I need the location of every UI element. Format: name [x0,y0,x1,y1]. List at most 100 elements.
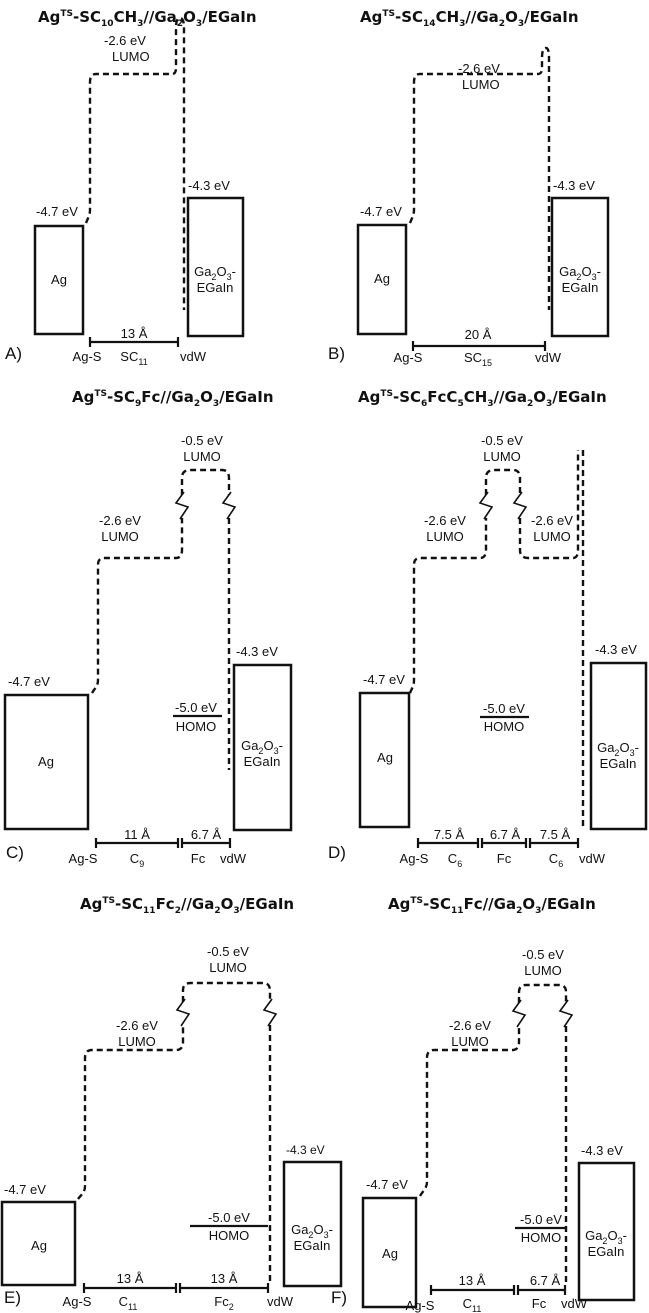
panel-d: AgTS-SC6FcC5CH3//Ga2O3/EGaIn -0.5 eV LUM… [328,388,648,869]
lumo3-label: LUMO [533,529,571,544]
sc-chain-label: SC11 [120,349,147,367]
vdw-label: vdW [579,851,606,866]
homo-energy-label: -5.0 eV [520,1212,562,1227]
axis-break-mark [558,999,574,1028]
ag-work-function-label: -4.7 eV [360,204,402,219]
panel-d-tag: D) [328,843,346,862]
homo-label: HOMO [521,1230,561,1245]
lumo-barrier-line [77,981,272,1282]
panel-d-title: AgTS-SC6FcC5CH3//Ga2O3/EGaIn [358,388,607,409]
lumo2-energy-label: -0.5 eV [207,944,249,959]
ga2o3-egain-electrode-box [589,661,648,831]
ag-electrode-label: Ag [38,754,54,769]
lumo3-energy-label: -2.6 eV [531,513,573,528]
alkyl-chain-label-1: C6 [448,851,462,869]
lumo-barrier-line [418,983,568,1286]
homo-energy-label: -5.0 eV [208,1210,250,1225]
alkyl-chain-label-2: C6 [549,851,563,869]
ag-electrode-box [358,691,411,829]
length-label-1: 13 Å [459,1273,486,1288]
vdw-label: vdW [180,349,207,364]
ga2o3-egain-label-line1: Ga2O3- [291,1222,333,1240]
panel-f: AgTS-SC11Fc//Ga2O3/EGaIn -0.5 eV LUMO -2… [331,895,636,1313]
lumo-barrier-line [408,450,585,830]
length-label-2: 13 Å [211,1271,238,1286]
axis-break-mark [511,999,527,1028]
panel-c-title: AgTS-SC9Fc//Ga2O3/EGaIn [72,388,274,409]
lumo-energy-label: -2.6 eV [104,33,146,48]
panel-c-tag: C) [6,843,24,862]
length-label-1: 13 Å [117,1271,144,1286]
ga2o3-egain-electrode-box [550,196,610,338]
ga2o3-egain-label-line2: EGaIn [294,1238,331,1253]
ga2o3-egain-electrode-box [577,1161,636,1302]
axis-break-mark [262,998,278,1027]
vdw-label: vdW [220,851,247,866]
ga2o3-egain-electrode-box [232,663,293,832]
panel-f-title: AgTS-SC11Fc//Ga2O3/EGaIn [388,895,596,916]
homo-label: HOMO [484,719,524,734]
panel-b-title: AgTS-SC14CH3//Ga2O3/EGaIn [360,8,579,29]
length-label-3: 7.5 Å [540,827,571,842]
ag-electrode-label: Ag [377,750,393,765]
panel-f-tag: F) [331,1288,347,1307]
ga2o3-egain-electrode-box [186,196,245,338]
ferrocene-label: Fc [497,851,512,866]
ag-s-label: Ag-S [69,851,98,866]
length-label-2: 6.7 Å [191,827,222,842]
length-label-2: 6.7 Å [530,1273,561,1288]
egain-work-function-label: -4.3 eV [581,1143,623,1158]
axis-break-mark [174,491,190,520]
ag-work-function-label: -4.7 eV [366,1177,408,1192]
lumo2-energy-label: -0.5 eV [522,947,564,962]
panel-a-title: AgTS-SC10CH3//Ga2O3/EGaIn [38,8,257,29]
ga2o3-egain-label-line1: Ga2O3- [194,264,236,282]
length-label-1: 7.5 Å [434,827,465,842]
panel-a: AgTS-SC10CH3//Ga2O3/EGaIn -2.6 eV LUMO A… [5,8,257,367]
panel-e-title: AgTS-SC11Fc2//Ga2O3/EGaIn [80,895,294,916]
length-scale-bar [416,838,580,848]
ga2o3-egain-label-line1: Ga2O3- [585,1228,627,1246]
homo-energy-label: -5.0 eV [175,700,217,715]
homo-energy-label: -5.0 eV [483,701,525,716]
ag-s-label: Ag-S [400,851,429,866]
length-label: 20 Å [465,327,492,342]
ga2o3-egain-label-line2: EGaIn [562,280,599,295]
egain-work-function-label: -4.3 eV [553,178,595,193]
axis-break-mark [478,491,494,520]
egain-work-function-label: -4.3 eV [286,1143,325,1157]
ag-electrode-box [361,1196,418,1309]
homo-label: HOMO [209,1228,249,1243]
ag-work-function-label: -4.7 eV [36,204,78,219]
lumo-energy-label: -2.6 eV [116,1018,158,1033]
panel-b-tag: B) [328,344,345,363]
ga2o3-egain-label-line1: Ga2O3- [597,740,639,758]
vdw-label: vdW [267,1294,294,1309]
lumo-energy-label: -2.6 eV [424,513,466,528]
ag-s-label: Ag-S [406,1298,435,1313]
length-scale-bar [82,1283,270,1293]
ga2o3-egain-label-line2: EGaIn [244,754,281,769]
ag-electrode-label: Ag [382,1246,398,1261]
axis-break-mark [175,998,191,1027]
egain-work-function-label: -4.3 eV [595,642,637,657]
panel-a-tag: A) [5,344,22,363]
lumo2-label: LUMO [183,449,221,464]
ferrocene-label: Fc [532,1296,547,1311]
ag-electrode-label: Ag [374,271,390,286]
axis-break-mark [512,491,528,520]
ag-s-label: Ag-S [63,1294,92,1309]
panel-e-tag: E) [4,1288,21,1307]
ga2o3-egain-label-line2: EGaIn [600,756,637,771]
egain-work-function-label: -4.3 eV [236,644,278,659]
lumo-barrier-line [84,16,186,310]
lumo-label: LUMO [118,1034,156,1049]
lumo2-label: LUMO [209,960,247,975]
lumo-barrier-line [408,46,551,310]
panel-b: AgTS-SC14CH3//Ga2O3/EGaIn -2.6 eV LUMO A… [328,8,610,368]
lumo-label: LUMO [451,1034,489,1049]
lumo-barrier-line [90,468,231,770]
lumo2-energy-label: -0.5 eV [181,433,223,448]
ag-s-label: Ag-S [73,349,102,364]
